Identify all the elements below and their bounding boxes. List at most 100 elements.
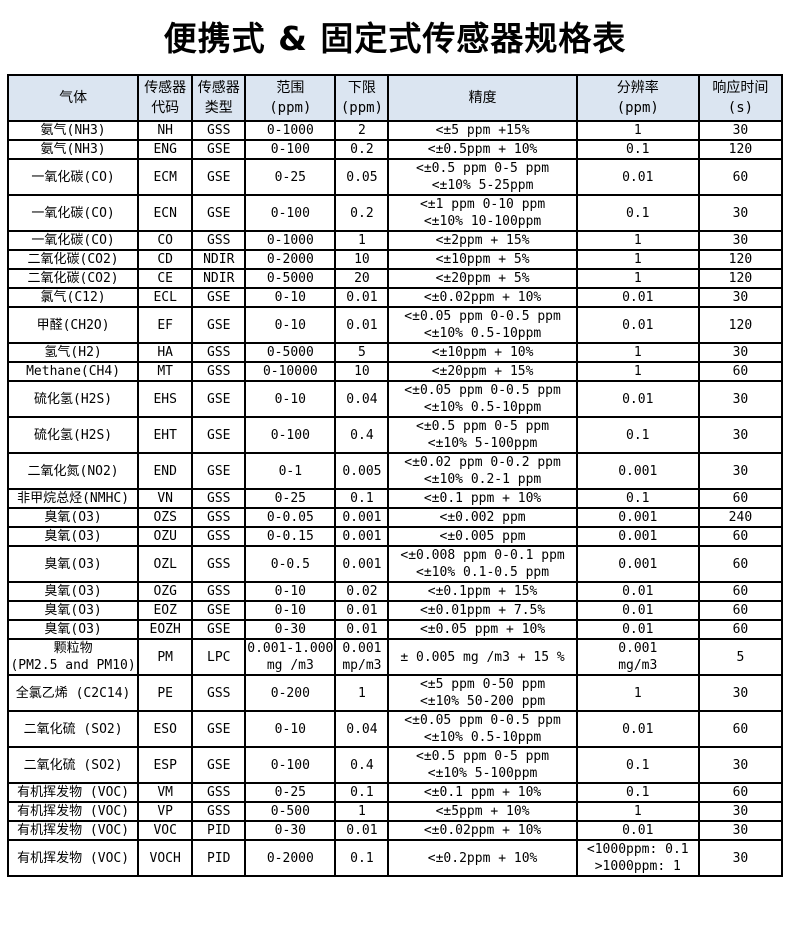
cell-gas: 臭氧(O3) (6, 600, 140, 621)
cell-resolution: 0.01 (575, 581, 700, 602)
cell-code: ESP (137, 746, 194, 784)
cell-limit: 0.2 (334, 194, 390, 232)
cell-accuracy: <±20ppm + 15% (387, 361, 578, 382)
cell-response: 60 (697, 488, 784, 509)
cell-limit: 0.005 (334, 452, 390, 490)
table-row: 二氧化硫 (SO2) ESP GSE 0-100 0.4 <±0.5 ppm 0-5 pp… (6, 746, 784, 784)
cell-code: VM (137, 782, 194, 803)
cell-limit: 0.01 (334, 306, 390, 344)
cell-response: 60 (697, 619, 784, 640)
cell-accuracy: <±5 ppm 0-50 ppm <±10% 50-200 ppm (387, 674, 578, 712)
table-row: 有机挥发物 (VOC) VP GSS 0-500 1 <±5ppm + 10% 1 30 (6, 801, 784, 822)
cell-range: 0-10 (244, 380, 337, 418)
cell-accuracy: <±0.008 ppm 0-0.1 ppm <±10% 0.1-0.5 ppm (387, 545, 578, 583)
cell-response: 30 (697, 416, 784, 454)
table-row: 有机挥发物 (VOC) VOC PID 0-30 0.01 <±0.02ppm + 10%… (6, 820, 784, 841)
cell-code: VN (137, 488, 194, 509)
cell-range: 0-1000 (244, 120, 337, 141)
cell-resolution: 1 (575, 361, 700, 382)
cell-response: 120 (697, 139, 784, 160)
cell-limit: 0.05 (334, 158, 390, 196)
cell-range: 0-30 (244, 619, 337, 640)
cell-range: 0-10 (244, 287, 337, 308)
cell-gas: 有机挥发物 (VOC) (6, 839, 140, 877)
table-row: 臭氧(O3) OZG GSS 0-10 0.02 <±0.1ppm + 15% 0.01 60 (6, 581, 784, 602)
cell-accuracy: <±5ppm + 10% (387, 801, 578, 822)
column-header-range: 范围 (ppm) (244, 74, 337, 122)
cell-gas: 一氧化碳(CO) (6, 194, 140, 232)
cell-limit: 10 (334, 361, 390, 382)
cell-gas: 硫化氢(H2S) (6, 380, 140, 418)
cell-range: 0-10 (244, 581, 337, 602)
cell-response: 120 (697, 268, 784, 289)
cell-range: 0-10 (244, 306, 337, 344)
cell-resolution: 1 (575, 120, 700, 141)
cell-code: MT (137, 361, 194, 382)
cell-response: 30 (697, 839, 784, 877)
cell-response: 60 (697, 526, 784, 547)
cell-range: 0-100 (244, 194, 337, 232)
cell-code: OZL (137, 545, 194, 583)
cell-accuracy: ± 0.005 mg /m3 + 15 % (387, 638, 578, 676)
cell-gas: 氨气(NH3) (6, 139, 140, 160)
table-row: 颗粒物 (PM2.5 and PM10) PM LPC 0.001-1.000 mg … (6, 638, 784, 676)
cell-gas: Methane(CH4) (6, 361, 140, 382)
cell-gas: 臭氧(O3) (6, 545, 140, 583)
cell-response: 30 (697, 380, 784, 418)
cell-accuracy: <±0.05 ppm 0-0.5 ppm <±10% 0.5-10ppm (387, 380, 578, 418)
column-header-resolution: 分辨率 (ppm) (575, 74, 700, 122)
cell-type: GSS (191, 230, 247, 251)
cell-resolution: 0.1 (575, 782, 700, 803)
table-row: 二氧化硫 (SO2) ESO GSE 0-10 0.04 <±0.05 ppm 0-0.5… (6, 710, 784, 748)
cell-accuracy: <±0.2ppm + 10% (387, 839, 578, 877)
cell-resolution: 1 (575, 342, 700, 363)
cell-code: PM (137, 638, 194, 676)
table-row: 氯气(C12) ECL GSE 0-10 0.01 <±0.02ppm + 10% 0.01… (6, 287, 784, 308)
cell-range: 0-5000 (244, 268, 337, 289)
cell-type: GSS (191, 581, 247, 602)
cell-resolution: 0.1 (575, 746, 700, 784)
cell-gas: 有机挥发物 (VOC) (6, 820, 140, 841)
cell-resolution: 0.01 (575, 619, 700, 640)
cell-gas: 全氯乙烯 (C2C14) (6, 674, 140, 712)
cell-accuracy: <±20ppm + 5% (387, 268, 578, 289)
cell-type: GSE (191, 139, 247, 160)
cell-accuracy: <±0.1 ppm + 10% (387, 488, 578, 509)
cell-limit: 1 (334, 801, 390, 822)
cell-response: 30 (697, 452, 784, 490)
cell-response: 60 (697, 158, 784, 196)
cell-code: EHS (137, 380, 194, 418)
column-header-response: 响应时间 (s) (697, 74, 784, 122)
cell-code: EHT (137, 416, 194, 454)
cell-code: ENG (137, 139, 194, 160)
cell-range: 0-10 (244, 710, 337, 748)
cell-type: GSS (191, 674, 247, 712)
cell-response: 30 (697, 194, 784, 232)
cell-gas: 氢气(H2) (6, 342, 140, 363)
cell-limit: 20 (334, 268, 390, 289)
cell-range: 0-100 (244, 416, 337, 454)
cell-accuracy: <±0.02ppm + 10% (387, 820, 578, 841)
cell-type: GSE (191, 306, 247, 344)
cell-range: 0-10 (244, 600, 337, 621)
cell-gas: 臭氧(O3) (6, 507, 140, 528)
cell-response: 30 (697, 120, 784, 141)
cell-response: 30 (697, 230, 784, 251)
cell-range: 0.001-1.000 mg /m3 (244, 638, 337, 676)
cell-limit: 0.001 (334, 526, 390, 547)
cell-code: CD (137, 249, 194, 270)
cell-response: 30 (697, 746, 784, 784)
cell-resolution: 1 (575, 801, 700, 822)
cell-range: 0-25 (244, 488, 337, 509)
cell-resolution: 0.1 (575, 194, 700, 232)
table-row: 一氧化碳(CO) ECN GSE 0-100 0.2 <±1 ppm 0-10 ppm <… (6, 194, 784, 232)
cell-type: GSS (191, 507, 247, 528)
cell-type: GSS (191, 782, 247, 803)
cell-range: 0-25 (244, 782, 337, 803)
table-row: 非甲烷总烃(NMHC) VN GSS 0-25 0.1 <±0.1 ppm + 10% 0.… (6, 488, 784, 509)
cell-resolution: 0.001 (575, 545, 700, 583)
cell-range: 0-1000 (244, 230, 337, 251)
header-row: 气体 传感器 代码 传感器 类型 范围 (ppm) 下限 (ppm) 精度 分辨率 (ppm… (6, 74, 784, 122)
cell-gas: 臭氧(O3) (6, 581, 140, 602)
